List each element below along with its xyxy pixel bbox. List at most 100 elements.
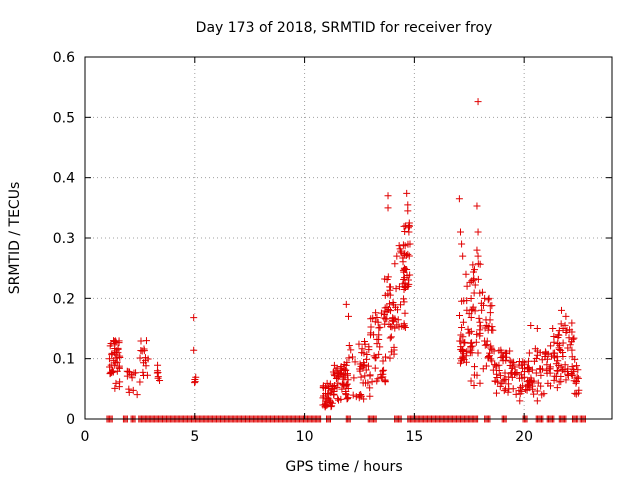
data-point [396,245,404,253]
data-point [360,361,368,369]
data-point [470,371,478,379]
data-point [468,342,476,350]
data-point [377,309,385,317]
data-point [459,347,467,355]
data-point [372,354,380,362]
x-tick-label: 0 [81,429,90,445]
data-point [384,204,392,212]
data-point [140,347,148,355]
data-point [367,323,375,331]
data-point [475,314,483,322]
data-point [458,240,466,248]
data-point [464,325,472,333]
data-point [401,324,409,332]
y-tick-label: 0.6 [53,50,75,66]
data-point [565,334,573,342]
data-point [349,391,357,399]
data-point [325,395,333,403]
data-point [390,343,398,351]
data-point [375,350,383,358]
data-point [116,353,124,361]
data-point [373,314,381,322]
data-point [525,365,533,373]
data-point [470,289,478,297]
data-point [356,367,364,375]
data-point [516,397,524,405]
data-point [520,359,528,367]
data-point [404,201,412,209]
data-point [476,326,484,334]
data-point [496,382,504,390]
data-point [567,338,575,346]
data-point [524,357,532,365]
data-point [356,360,364,368]
data-point [111,384,119,392]
data-point [192,373,200,381]
data-point [481,294,489,302]
data-point [467,346,475,354]
data-point [557,378,565,386]
data-point [397,301,405,309]
data-point [481,341,489,349]
data-point [399,254,407,262]
data-point [402,222,410,230]
data-point [473,202,481,210]
data-point [492,362,500,370]
data-point [465,310,473,318]
data-point [525,349,533,357]
data-point [519,364,527,372]
data-point [108,349,116,357]
data-point [484,354,492,362]
data-point [355,340,363,348]
data-point [568,346,576,354]
data-point [403,189,411,197]
data-point [473,246,481,254]
data-point [533,325,541,332]
data-point [373,377,381,385]
data-point [350,374,358,382]
data-point [471,281,479,289]
grid-lines [85,57,612,419]
data-point [352,393,360,401]
data-point [506,347,514,355]
data-point [386,286,394,294]
data-point [337,395,345,403]
data-point [367,329,375,337]
data-point [351,358,359,366]
data-point [459,353,467,361]
data-point [502,349,510,357]
y-tick-label: 0.4 [53,171,75,187]
data-point [530,390,538,398]
data-point [381,378,389,386]
x-axis-label: GPS time / hours [285,459,402,475]
data-point [489,366,497,374]
data-point [484,296,492,304]
data-point [387,333,395,341]
data-point [557,320,565,328]
data-point [406,271,414,279]
data-point [502,356,510,364]
axis-ticks [84,56,612,420]
x-tick-label: 15 [405,429,423,445]
data-point [555,331,563,339]
data-point [391,324,399,332]
data-point [471,363,479,371]
data-point [384,192,392,200]
data-point [550,376,558,384]
data-point [348,353,356,361]
data-point [554,367,562,375]
data-point [342,300,350,308]
data-point [510,359,518,367]
data-point [467,295,475,303]
data-point [488,302,496,310]
data-point [366,392,374,400]
data-point [459,333,467,341]
data-point [404,282,412,290]
data-point [345,312,352,320]
data-point [190,314,198,322]
data-point [522,386,530,394]
data-point [116,378,124,386]
data-point [404,250,412,258]
data-point [508,364,516,372]
